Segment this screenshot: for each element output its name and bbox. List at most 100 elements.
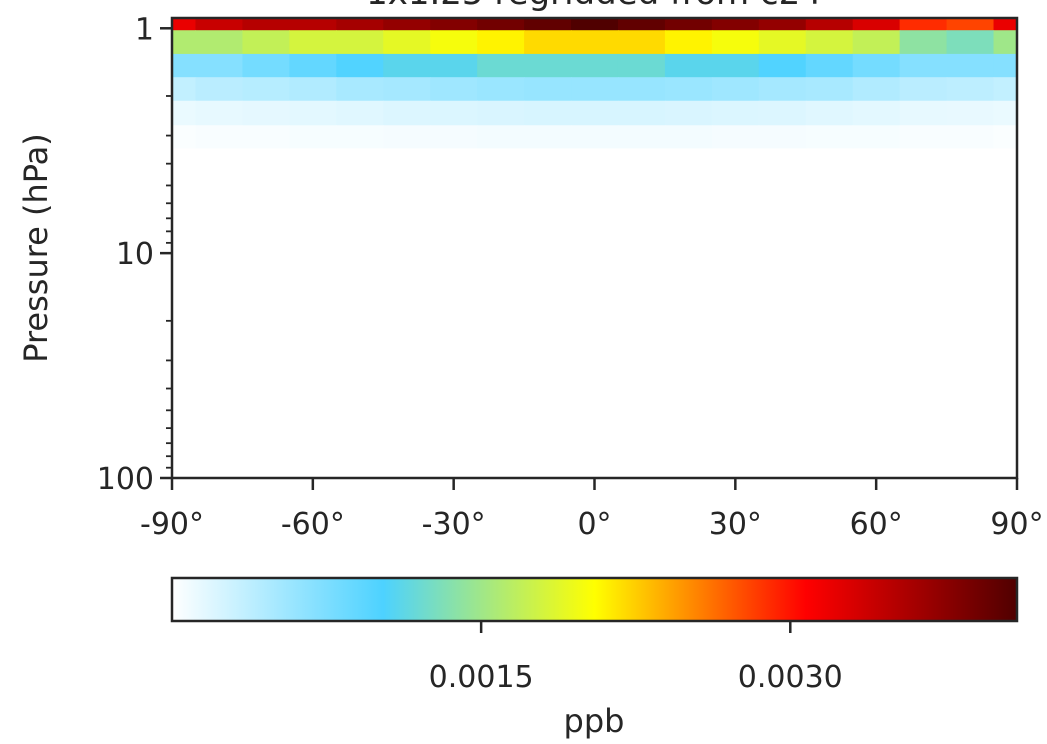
heatmap-cells	[172, 18, 1017, 149]
heatmap-cell-4-5	[383, 100, 431, 126]
heatmap-cell-2-11	[664, 53, 713, 78]
heatmap-cell-2-3	[289, 53, 337, 78]
heatmap-cell-0-7	[477, 18, 525, 31]
heatmap-cell-1-5	[383, 30, 431, 55]
heatmap-cell-5-3	[289, 125, 337, 149]
heatmap-cell-1-14	[805, 30, 854, 55]
heatmap-cell-0-13	[758, 18, 807, 31]
heatmap-cell-5-8	[524, 125, 572, 149]
y-axis-label: Pressure (hPa)	[17, 133, 55, 363]
heatmap-cell-5-18	[993, 125, 1017, 149]
x-tick-label: 0°	[577, 507, 611, 542]
heatmap-cell-2-7	[477, 53, 525, 78]
x-tick-label: -90°	[140, 507, 204, 542]
heatmap-cell-0-11	[664, 18, 713, 31]
heatmap-cell-0-4	[336, 18, 384, 31]
heatmap-cell-0-15	[852, 18, 901, 31]
heatmap-cell-1-17	[946, 30, 995, 55]
heatmap-cell-5-4	[336, 125, 384, 149]
heatmap-cell-2-16	[899, 53, 948, 78]
heatmap-cell-3-1	[195, 77, 244, 102]
heatmap-cell-2-13	[758, 53, 807, 78]
heatmap-cell-3-14	[805, 77, 854, 102]
y-axis: 1 10 100	[97, 12, 172, 497]
chart-title: 1x1.25 regridded from c24	[366, 0, 822, 13]
y-tick-label: 10	[116, 237, 154, 272]
heatmap-cell-5-6	[430, 125, 478, 149]
heatmap-cell-1-10	[617, 30, 666, 55]
heatmap-cell-4-14	[805, 100, 854, 126]
heatmap-cell-2-17	[946, 53, 995, 78]
heatmap-cell-3-8	[524, 77, 572, 102]
heatmap-cell-3-2	[242, 77, 290, 102]
heatmap-cell-3-5	[383, 77, 431, 102]
heatmap-cell-0-1	[195, 18, 244, 31]
heatmap-cell-3-4	[336, 77, 384, 102]
y-tick-label: 1	[135, 12, 154, 47]
heatmap-cell-0-5	[383, 18, 431, 31]
heatmap-cell-2-1	[195, 53, 244, 78]
heatmap-cell-3-9	[571, 77, 619, 102]
x-tick-label: 60°	[850, 507, 903, 542]
heatmap-cell-2-14	[805, 53, 854, 78]
heatmap-cell-5-5	[383, 125, 431, 149]
heatmap-cell-1-6	[430, 30, 478, 55]
heatmap-cell-5-7	[477, 125, 525, 149]
heatmap-cell-1-8	[524, 30, 572, 55]
y-tick-label: 100	[97, 462, 154, 497]
heatmap-cell-2-10	[617, 53, 666, 78]
heatmap-cell-4-18	[993, 100, 1017, 126]
heatmap-cell-4-15	[852, 100, 901, 126]
heatmap-cell-1-7	[477, 30, 525, 55]
heatmap-cell-0-3	[289, 18, 337, 31]
heatmap-cell-4-12	[711, 100, 760, 126]
heatmap-cell-4-7	[477, 100, 525, 126]
heatmap-cell-2-8	[524, 53, 572, 78]
heatmap-cell-0-16	[899, 18, 948, 31]
heatmap-cell-1-2	[242, 30, 290, 55]
heatmap-cell-3-18	[993, 77, 1017, 102]
heatmap-cell-4-0	[172, 100, 197, 126]
x-tick-label: -60°	[281, 507, 345, 542]
heatmap-cell-5-14	[805, 125, 854, 149]
x-tick-label: 30°	[709, 507, 762, 542]
heatmap-cell-0-0	[172, 18, 197, 31]
heatmap-cell-0-2	[242, 18, 290, 31]
heatmap-cell-1-16	[899, 30, 948, 55]
colorbar-tick-label: 0.0030	[738, 660, 843, 695]
heatmap-cell-3-16	[899, 77, 948, 102]
heatmap-cell-2-4	[336, 53, 384, 78]
heatmap-cell-4-4	[336, 100, 384, 126]
heatmap-cell-3-3	[289, 77, 337, 102]
heatmap-cell-3-7	[477, 77, 525, 102]
heatmap-cell-1-18	[993, 30, 1017, 55]
heatmap-cell-4-3	[289, 100, 337, 126]
colorbar-tick-label: 0.0015	[429, 660, 534, 695]
heatmap-cell-2-9	[571, 53, 619, 78]
heatmap-cell-0-17	[946, 18, 995, 31]
heatmap-cell-2-15	[852, 53, 901, 78]
heatmap-cell-4-16	[899, 100, 948, 126]
heatmap-cell-3-0	[172, 77, 197, 102]
heatmap-cell-0-6	[430, 18, 478, 31]
heatmap-cell-0-18	[993, 18, 1017, 31]
heatmap-cell-0-8	[524, 18, 572, 31]
heatmap-cell-3-12	[711, 77, 760, 102]
heatmap-cell-4-11	[664, 100, 713, 126]
colorbar-gradient	[172, 578, 1017, 621]
heatmap-cell-2-5	[383, 53, 431, 78]
heatmap-cell-5-12	[711, 125, 760, 149]
heatmap-cell-0-12	[711, 18, 760, 31]
heatmap-cell-2-0	[172, 53, 197, 78]
heatmap-cell-5-2	[242, 125, 290, 149]
heatmap-cell-1-15	[852, 30, 901, 55]
heatmap-cell-4-2	[242, 100, 290, 126]
heatmap-cell-1-11	[664, 30, 713, 55]
heatmap-cell-5-11	[664, 125, 713, 149]
heatmap-cell-3-11	[664, 77, 713, 102]
heatmap-cell-4-17	[946, 100, 995, 126]
heatmap-cell-1-1	[195, 30, 244, 55]
colorbar-ticks: 0.0015 0.0030	[429, 621, 843, 695]
heatmap-cell-3-10	[617, 77, 666, 102]
